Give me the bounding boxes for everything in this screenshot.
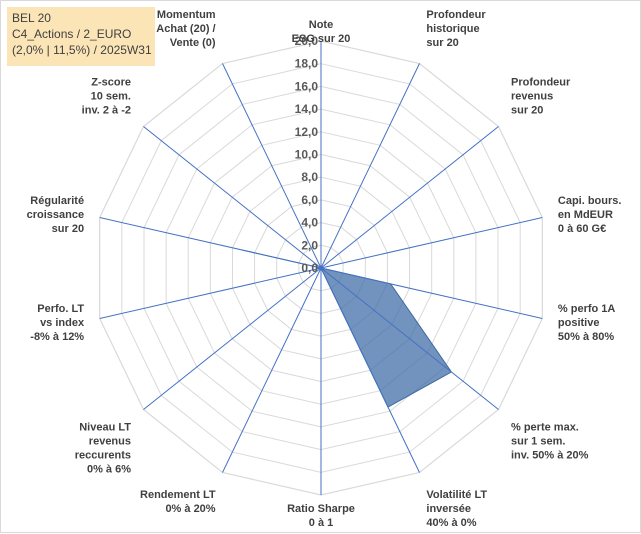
radar-axis-label-line: sur 20 — [511, 105, 543, 117]
radar-axis-label-line: 40% à 0% — [426, 517, 476, 529]
radar-axis-label: Perfo. LT vs index -8% à 12% — [30, 303, 85, 343]
radar-axis-label-line: Capi. bours. — [558, 195, 622, 207]
radar-axis-label-line: 0 à 60 G€ — [558, 223, 606, 235]
radar-axis-label-line: % perfo 1A — [558, 303, 616, 315]
radar-axis-label-line: Vente (0) — [170, 37, 216, 49]
radar-axis-label-line: reccurents — [75, 450, 131, 462]
radar-axis-label-line: sur 20 — [52, 223, 84, 235]
radar-axis-label-line: Rendement LT — [140, 489, 216, 501]
radar-axis-label-line: vs index — [40, 317, 85, 329]
radar-axis-label-line: % perte max. — [511, 422, 579, 434]
radar-tick-label: 16,0 — [295, 79, 319, 93]
radar-axis-label-line: Volatilité LT — [426, 489, 487, 501]
radar-axis-label-line: positive — [558, 317, 600, 329]
radar-axis-label-line: Niveau LT — [79, 422, 131, 434]
radar-tick-label: 10,0 — [295, 148, 319, 162]
radar-axis-label: Volatilité LT inversée 40% à 0% — [426, 489, 487, 529]
radar-axis-label-line: en MdEUR — [558, 209, 613, 221]
radar-axis-label-line: inversée — [426, 503, 471, 515]
radar-tick-label: 14,0 — [295, 102, 319, 116]
radar-tick-label: 6,0 — [301, 193, 318, 207]
radar-axis-label-line: Régularité — [30, 195, 84, 207]
radar-tick-label: 4,0 — [301, 216, 318, 230]
radar-spoke — [144, 268, 322, 410]
radar-axis-label: % perfo 1A positive 50% à 80% — [558, 303, 616, 343]
radar-axis-label-line: Z-score — [91, 77, 131, 89]
radar-axis-label-line: Momentum — [157, 9, 216, 21]
radar-axis-label: Profondeur revenus sur 20 — [511, 77, 571, 117]
radar-axis-label-line: sur 1 sem. — [511, 436, 565, 448]
radar-axis-label-line: Perfo. LT — [37, 303, 84, 315]
radar-axis-label: Rendement LT 0% à 20% — [140, 489, 216, 515]
radar-axis-label-line: 0% à 20% — [165, 503, 215, 515]
radar-axis-label-line: historique — [426, 23, 479, 35]
radar-tick-labels: 0,02,04,06,08,010,012,014,016,018,020,0 — [295, 34, 319, 275]
title-line-3: (2,0% | 11,5%) / 2025W31 — [12, 42, 150, 58]
radar-axis-label: Z-score 10 sem. inv. 2 à -2 — [82, 77, 131, 117]
radar-axis-label-line: Note — [309, 19, 333, 31]
radar-axis-label-line: -8% à 12% — [30, 331, 84, 343]
radar-tick-label: 0,0 — [301, 261, 318, 275]
radar-axis-label-line: Profondeur — [511, 77, 571, 89]
chart-title-box: BEL 20 C4_Actions / 2_EURO (2,0% | 11,5%… — [7, 7, 155, 66]
radar-spoke — [321, 127, 499, 269]
radar-axis-label-line: revenus — [511, 91, 553, 103]
radar-tick-label: 12,0 — [295, 125, 319, 139]
radar-axis-label: Capi. bours. en MdEUR 0 à 60 G€ — [558, 195, 622, 235]
radar-axis-label: Profondeur historique sur 20 — [426, 9, 486, 49]
radar-axis-label-line: croissance — [27, 209, 84, 221]
radar-axis-label: Régularité croissance sur 20 — [27, 195, 84, 235]
radar-axis-label: % perte max. sur 1 sem. inv. 50% à 20% — [511, 422, 589, 462]
radar-tick-label: 18,0 — [295, 57, 319, 71]
radar-axis-label-line: Achat (20) / — [156, 23, 215, 35]
radar-axis-label-line: 50% à 80% — [558, 331, 614, 343]
radar-axis-label-line: sur 20 — [426, 37, 458, 49]
radar-axis-label-line: 0 à 1 — [309, 517, 333, 529]
radar-axis-label-line: ESG sur 20 — [292, 33, 351, 45]
radar-axis-label-line: Ratio Sharpe — [287, 503, 355, 515]
radar-axis-label-line: 0% à 6% — [87, 464, 131, 476]
title-line-1: BEL 20 — [12, 10, 150, 26]
radar-axis-label-line: inv. 2 à -2 — [82, 105, 131, 117]
radar-tick-label: 2,0 — [301, 238, 318, 252]
radar-axis-label-line: Profondeur — [426, 9, 486, 21]
radar-axis-label: Momentum Achat (20) / Vente (0) — [156, 9, 216, 49]
radar-axis-label-line: 10 sem. — [91, 91, 131, 103]
title-line-2: C4_Actions / 2_EURO — [12, 26, 150, 42]
radar-axis-label-line: revenus — [89, 436, 131, 448]
radar-axis-label: Niveau LT revenus reccurents 0% à 6% — [75, 422, 132, 476]
radar-axis-label: Note ESG sur 20 — [292, 19, 351, 45]
radar-axis-label: Ratio Sharpe 0 à 1 — [287, 503, 355, 529]
radar-tick-label: 8,0 — [301, 170, 318, 184]
radar-axis-label-line: inv. 50% à 20% — [511, 450, 589, 462]
